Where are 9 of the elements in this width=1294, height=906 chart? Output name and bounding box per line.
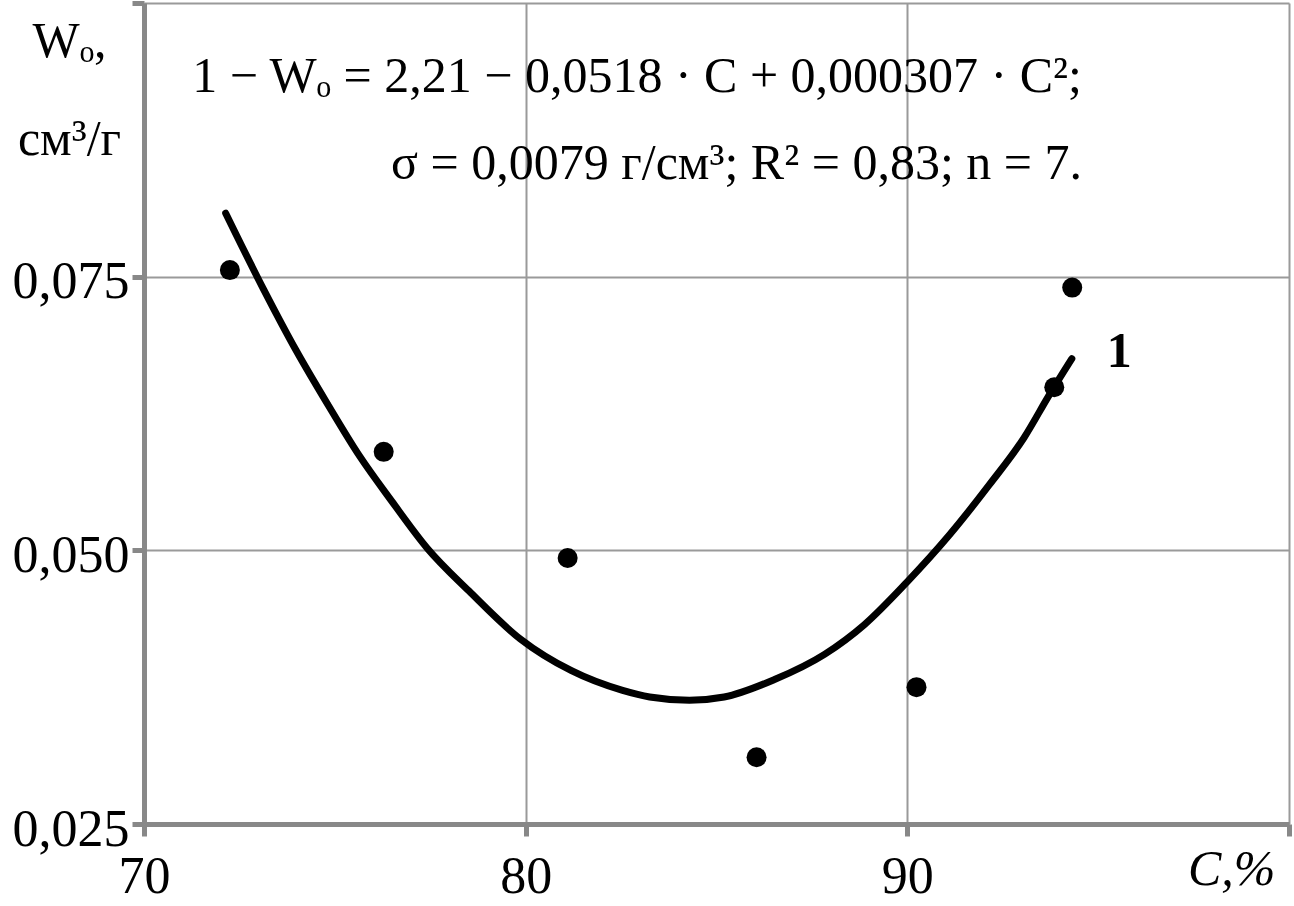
y-tick-label: 0,050 bbox=[12, 525, 130, 583]
x-tick-label: 90 bbox=[881, 846, 934, 904]
x-axis-title: C,% bbox=[1188, 839, 1276, 896]
y-tick-label: 0,075 bbox=[12, 252, 130, 310]
y-axis-title: Wₒ, см³/г bbox=[17, 11, 122, 166]
series-label: 1 bbox=[1106, 321, 1132, 378]
annotation: 1 − Wₒ = 2,21 − 0,0518 · C + 0,000307 · C²; bbox=[192, 47, 1082, 103]
x-tick-label: 80 bbox=[500, 846, 553, 904]
annotation: σ = 0,0079 г/см³; R² = 0,83; n = 7. bbox=[391, 134, 1082, 190]
